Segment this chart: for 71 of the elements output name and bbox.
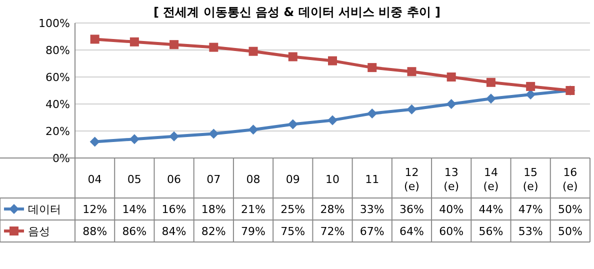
point xyxy=(130,37,139,46)
data-label: 79% xyxy=(241,225,266,238)
data-label: 86% xyxy=(122,225,147,238)
point xyxy=(446,72,456,82)
data-label: 53% xyxy=(518,225,543,238)
x-tick-label: 13 (e) xyxy=(444,166,460,193)
data-label: 67% xyxy=(360,225,384,238)
point xyxy=(90,136,100,147)
x-tick-label: 14 (e) xyxy=(483,166,499,193)
point xyxy=(328,115,338,126)
data-label: 25% xyxy=(280,203,306,216)
x-tick-label: 16 (e) xyxy=(562,166,578,193)
data-label: 21% xyxy=(241,203,266,216)
point xyxy=(407,67,416,76)
data-label: 82% xyxy=(201,225,226,238)
point xyxy=(368,63,377,72)
point xyxy=(486,94,496,104)
data-label: 84% xyxy=(162,225,186,238)
x-tick-label: 15 (e) xyxy=(522,166,538,193)
point xyxy=(367,108,378,118)
point xyxy=(170,40,179,50)
data-label: 88% xyxy=(82,225,108,238)
data-label: 50% xyxy=(558,225,582,238)
data-label: 16% xyxy=(162,203,186,216)
data-label: 47% xyxy=(518,203,543,216)
data-label: 18% xyxy=(201,203,226,216)
data-label: 40% xyxy=(439,203,464,216)
x-tick-label: 08 xyxy=(246,173,260,186)
point xyxy=(248,124,258,135)
point xyxy=(248,46,258,56)
data-label: 50% xyxy=(558,203,582,216)
data-label: 60% xyxy=(439,225,464,238)
legend-label: 데이터 xyxy=(28,203,61,216)
point xyxy=(169,131,180,142)
x-tick-label: 04 xyxy=(88,173,102,186)
data-label: 14% xyxy=(122,203,147,216)
x-tick-label: 07 xyxy=(206,173,221,186)
x-tick-label: 12 (e) xyxy=(404,166,420,193)
y-tick-label: 100% xyxy=(38,17,70,30)
data-label: 75% xyxy=(280,225,306,238)
data-label: 33% xyxy=(360,203,384,216)
point xyxy=(209,42,218,52)
data-label: 56% xyxy=(478,225,504,238)
y-tick-label: 40% xyxy=(46,98,70,111)
y-tick-label: 60% xyxy=(46,71,70,84)
point xyxy=(129,134,140,144)
data-label: 36% xyxy=(400,203,424,216)
point xyxy=(406,104,417,114)
data-label: 64% xyxy=(400,225,424,238)
y-tick-label: 20% xyxy=(46,125,70,138)
legend-label: 음성 xyxy=(28,225,50,238)
x-tick-label: 09 xyxy=(286,173,300,186)
point xyxy=(526,90,536,100)
point xyxy=(486,78,496,87)
x-tick-label: 05 xyxy=(127,173,142,186)
x-tick-label: 06 xyxy=(167,173,182,186)
chart-title: [ 전세계 이동통신 음성 & 데이터 서비스 비중 추이 ] xyxy=(153,5,441,19)
data-label: 44% xyxy=(478,203,504,216)
point xyxy=(288,52,298,62)
point xyxy=(288,119,298,130)
x-tick-label: 11 xyxy=(365,173,380,186)
point xyxy=(90,34,100,44)
point xyxy=(446,99,456,109)
y-tick-label: 80% xyxy=(46,44,70,57)
data-label: 72% xyxy=(320,225,345,238)
data-label: 28% xyxy=(320,203,345,216)
data-label: 12% xyxy=(82,203,108,216)
point xyxy=(208,128,219,139)
point xyxy=(526,82,536,91)
x-tick-label: 10 xyxy=(326,173,340,186)
point xyxy=(328,56,337,66)
